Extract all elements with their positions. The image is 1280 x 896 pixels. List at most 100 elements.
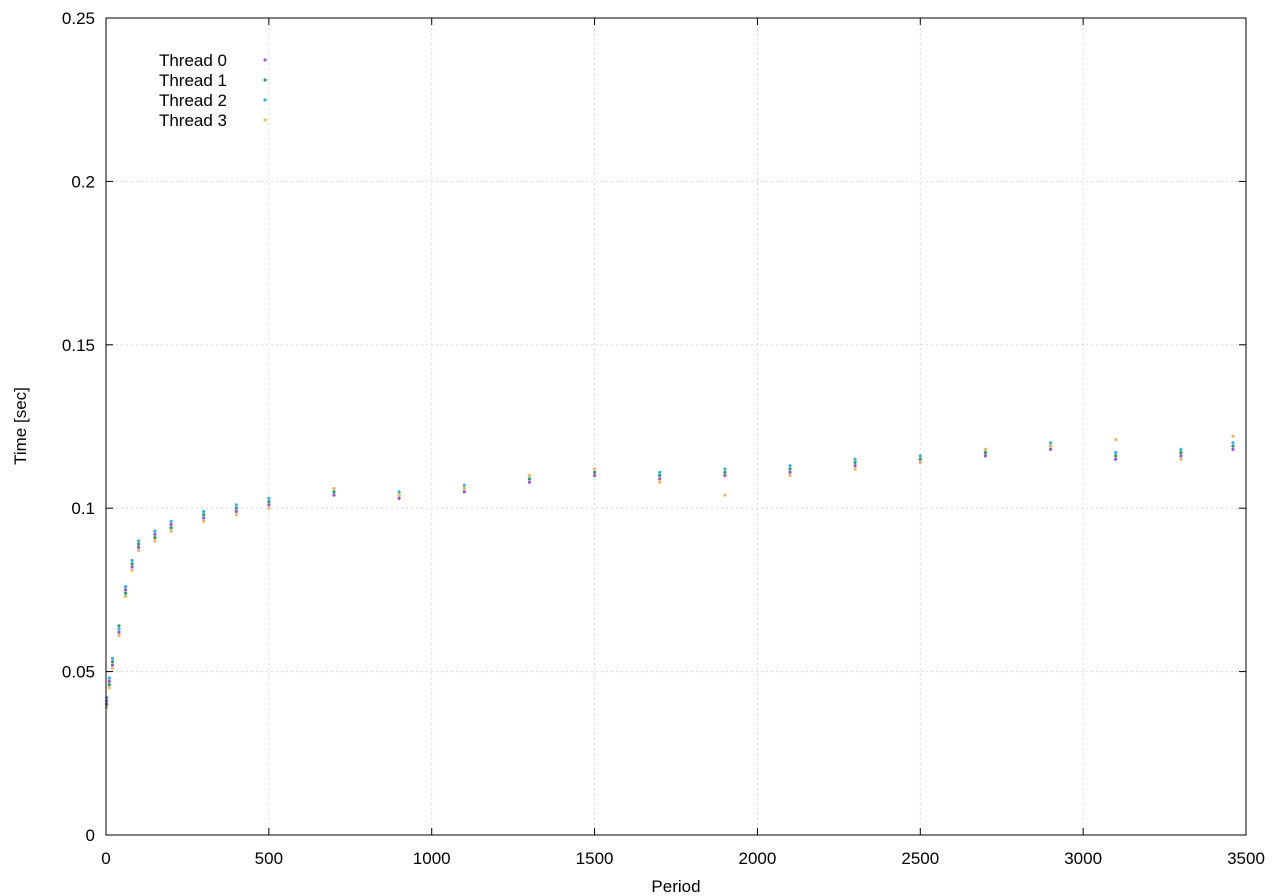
- data-point: [918, 454, 922, 458]
- data-point: [332, 490, 336, 494]
- data-point: [202, 509, 206, 514]
- data-point: [130, 565, 134, 569]
- y-tick-label: 0: [86, 826, 95, 845]
- data-point: [267, 496, 271, 500]
- data-point: [267, 503, 271, 507]
- data-point: [153, 539, 157, 543]
- plot-frame: [105, 17, 1247, 836]
- data-point: [169, 526, 173, 530]
- grid: [106, 18, 1246, 835]
- data-point: [137, 549, 141, 553]
- data-point: [853, 457, 857, 461]
- data-point: [234, 513, 238, 517]
- x-tick-label: 2000: [739, 849, 777, 868]
- data-point: [788, 467, 792, 471]
- data-point: [123, 585, 128, 589]
- legend-marker: [263, 58, 267, 62]
- data-point: [137, 542, 141, 546]
- legend-label: Thread 1: [159, 71, 227, 90]
- data-point: [202, 513, 206, 517]
- y-tick-label: 0.05: [62, 663, 95, 682]
- data-point: [130, 568, 134, 572]
- x-tick-label: 0: [101, 849, 110, 868]
- data-point: [788, 470, 792, 474]
- legend-marker: [263, 78, 267, 82]
- data-point: [527, 477, 532, 481]
- data-point: [1049, 444, 1053, 448]
- data-point: [234, 506, 238, 510]
- data-point: [1179, 451, 1183, 455]
- data-point: [1179, 447, 1183, 451]
- data-point: [130, 558, 134, 563]
- data-point: [117, 630, 121, 635]
- data-point: [123, 591, 128, 595]
- data-point: [918, 460, 922, 464]
- data-point: [267, 506, 271, 510]
- data-point: [130, 562, 134, 566]
- data-point: [169, 519, 173, 523]
- data-point: [462, 487, 466, 491]
- data-point: [658, 480, 662, 484]
- data-point: [1179, 454, 1183, 458]
- data-point: [117, 627, 121, 631]
- legend-label: Thread 3: [159, 111, 227, 130]
- x-tick-label: 3500: [1227, 849, 1265, 868]
- y-axis-title: Time [sec]: [11, 387, 30, 465]
- data-points: [105, 434, 1235, 710]
- data-point: [853, 460, 857, 464]
- data-point: [918, 457, 922, 461]
- x-tick-label: 500: [255, 849, 283, 868]
- data-point: [234, 503, 238, 507]
- data-point: [107, 683, 111, 687]
- data-point: [137, 545, 141, 550]
- data-point: [117, 624, 121, 628]
- data-point: [593, 470, 597, 474]
- legend-label: Thread 0: [159, 51, 227, 70]
- data-point: [202, 516, 206, 520]
- data-point: [1231, 444, 1235, 448]
- data-point: [1114, 454, 1118, 458]
- data-point: [658, 477, 662, 481]
- data-point: [983, 451, 988, 455]
- data-point: [397, 490, 401, 494]
- data-point: [1231, 441, 1235, 445]
- data-point: [123, 588, 128, 592]
- data-point: [107, 679, 111, 684]
- data-point: [110, 663, 115, 667]
- data-point: [788, 464, 792, 468]
- data-point: [110, 656, 115, 661]
- data-point: [593, 473, 597, 478]
- y-tick-label: 0.2: [71, 172, 95, 191]
- axis-ticks: [105, 17, 1247, 836]
- x-tick-labels: 0 500 1000 1500 2000 2500 3000 3500: [101, 849, 1265, 868]
- data-point: [723, 493, 727, 497]
- data-point: [658, 473, 662, 478]
- data-point: [267, 500, 271, 504]
- y-tick-label: 0.25: [62, 9, 95, 28]
- data-point: [462, 483, 466, 487]
- data-point: [1231, 447, 1235, 451]
- data-point: [1049, 441, 1053, 445]
- x-tick-label: 2500: [901, 849, 939, 868]
- data-point: [723, 467, 727, 471]
- x-tick-label: 3000: [1064, 849, 1102, 868]
- data-point: [123, 594, 128, 599]
- data-point: [110, 660, 115, 664]
- data-point: [853, 464, 857, 468]
- data-point: [788, 473, 792, 478]
- data-point: [462, 490, 466, 494]
- y-tick-label: 0.1: [71, 499, 95, 518]
- data-point: [1049, 447, 1053, 451]
- data-point: [137, 539, 141, 543]
- x-tick-label: 1000: [413, 849, 451, 868]
- data-point: [110, 666, 115, 670]
- y-tick-labels: 0 0.05 0.1 0.15 0.2 0.25: [62, 9, 95, 845]
- data-point: [1114, 438, 1118, 442]
- data-point: [1114, 451, 1118, 455]
- data-point: [593, 467, 597, 471]
- data-point: [527, 473, 532, 478]
- data-point: [234, 509, 238, 514]
- data-point: [527, 480, 532, 484]
